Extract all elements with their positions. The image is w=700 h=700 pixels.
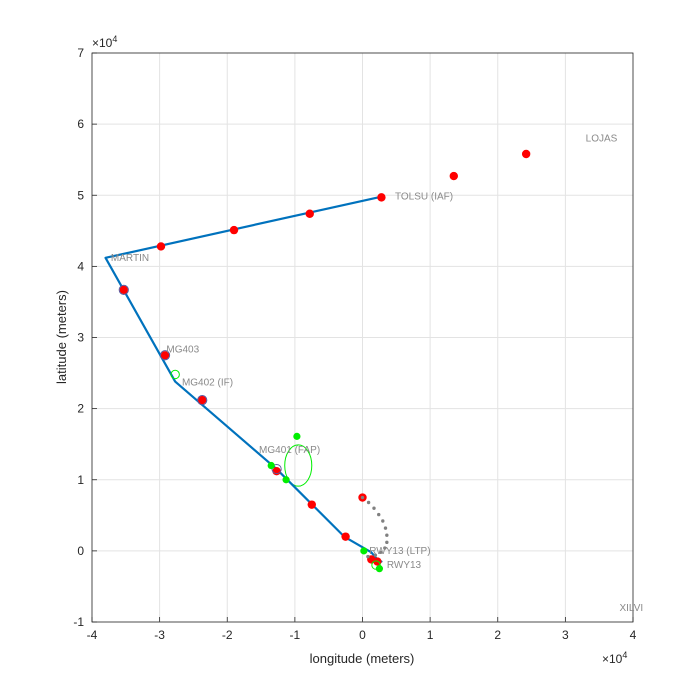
green-point xyxy=(282,476,290,484)
x-tick-label: -1 xyxy=(290,628,301,642)
green-point xyxy=(375,565,384,573)
y-tick-label: 7 xyxy=(77,46,84,60)
y-exponent: ×104 xyxy=(92,34,117,50)
holding-loop xyxy=(284,444,313,487)
x-tick-label: -3 xyxy=(154,628,165,642)
y-exponent-base: ×10 xyxy=(92,36,113,50)
red-waypoint-point xyxy=(377,193,386,202)
ring-marker-point xyxy=(271,463,282,475)
red-waypoint-point xyxy=(198,395,207,405)
grey-arc-point xyxy=(383,526,388,530)
red-waypoint-point xyxy=(156,242,166,251)
grey-arc-point xyxy=(385,540,389,545)
x-tick-label: 0 xyxy=(359,628,366,642)
red-waypoint-point xyxy=(307,500,316,509)
red-waypoint-point xyxy=(305,209,314,218)
waypoint-label: TOLSU (IAF) xyxy=(395,192,453,203)
x-tick-label: 4 xyxy=(630,628,637,642)
grey-arc-point xyxy=(381,519,385,523)
x-tick-label: 3 xyxy=(562,628,569,642)
plot-box xyxy=(91,52,634,623)
grey-arc-point xyxy=(366,554,370,559)
green-ring-point xyxy=(371,560,381,570)
grey-arc-point xyxy=(383,546,387,550)
waypoint-label: MG401 (FAP) xyxy=(259,445,320,456)
y-tick-labels: -1 0 1 2 3 4 5 6 7 xyxy=(73,46,84,629)
y-tick-label: 6 xyxy=(77,117,84,131)
waypoint-label: MG402 (IF) xyxy=(182,377,233,388)
waypoint-label: RWY13 (LTP) xyxy=(369,546,430,557)
waypoint-label: RWY13 xyxy=(387,560,422,571)
x-tick-label: -2 xyxy=(222,628,233,642)
grey-arc-point xyxy=(360,495,365,500)
red-waypoint-point xyxy=(341,532,350,541)
x-tick-label: -4 xyxy=(87,628,98,642)
green-point xyxy=(293,432,301,440)
waypoint-label: XILVI xyxy=(619,603,643,614)
grey-arc-point xyxy=(372,506,376,510)
route-line xyxy=(104,195,383,563)
plot-marks xyxy=(104,149,531,573)
ring-marker-point xyxy=(159,350,171,361)
waypoint-label: LOJAS xyxy=(586,133,618,144)
red-waypoint-point xyxy=(449,171,458,181)
y-exponent-power: 4 xyxy=(112,34,117,44)
y-tick-label: -1 xyxy=(73,615,84,629)
svg-text:×104: ×104 xyxy=(602,650,627,666)
green-point xyxy=(360,547,368,555)
grey-arc-point xyxy=(385,533,389,537)
x-exponent-base: ×10 xyxy=(602,652,623,666)
red-waypoint-point xyxy=(160,351,170,360)
ring-marker-point xyxy=(197,394,208,406)
y-tick-label: 0 xyxy=(77,544,84,558)
red-waypoint-point xyxy=(119,285,128,295)
y-tick-label: 4 xyxy=(77,259,84,273)
y-tick-label: 2 xyxy=(77,402,84,416)
red-waypoint-point xyxy=(521,149,531,159)
green-point xyxy=(267,461,275,470)
waypoint-label: MARTIN xyxy=(111,253,149,264)
x-exponent: ×104 xyxy=(602,650,627,666)
x-axis-label: longitude (meters) xyxy=(310,651,415,666)
grid-lines xyxy=(91,52,634,623)
x-tick-label: 2 xyxy=(494,628,501,642)
waypoint-labels: TOLSU (IAF) MARTIN MG403 MG402 (IF) MG401 (F… xyxy=(111,133,643,613)
ring-marker-point xyxy=(118,284,129,295)
grey-arc-point xyxy=(366,500,371,505)
svg-text:×104: ×104 xyxy=(92,34,117,50)
y-tick-label: 3 xyxy=(77,331,84,345)
red-waypoint-point xyxy=(229,225,239,235)
y-tick-label: 1 xyxy=(77,473,84,487)
waypoint-label: MG403 xyxy=(166,345,199,356)
y-tick-label: 5 xyxy=(77,188,84,202)
grey-arc-point xyxy=(379,550,383,554)
green-ring-point xyxy=(170,369,180,380)
y-axis-label: latitude (meters) xyxy=(54,290,69,384)
grey-arc-point xyxy=(377,512,381,517)
grey-arc-point xyxy=(373,553,378,557)
x-tick-label: 1 xyxy=(427,628,434,642)
x-tick-labels: -4 -3 -2 -1 0 1 2 3 4 xyxy=(87,628,637,642)
x-exponent-power: 4 xyxy=(622,650,627,660)
